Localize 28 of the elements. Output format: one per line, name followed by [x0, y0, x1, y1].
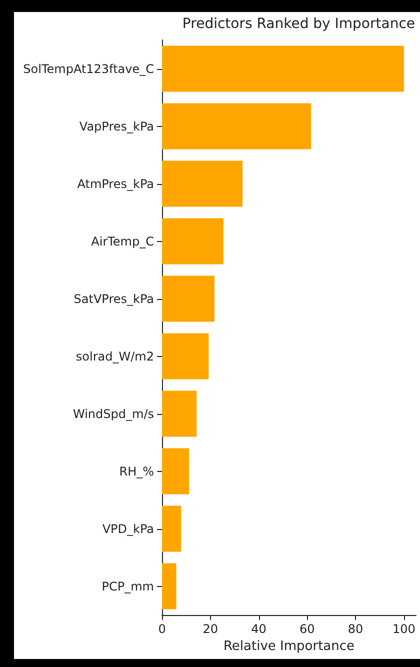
bar: [162, 390, 197, 437]
y-tick-label: AirTemp_C: [91, 234, 154, 248]
y-tick-label: PCP_mm: [102, 579, 154, 594]
y-tick-label: RH_%: [119, 464, 154, 478]
x-tick-label: 0: [158, 622, 166, 636]
x-tick-label: 20: [202, 622, 218, 636]
x-axis-title: Relative Importance: [223, 638, 355, 654]
x-tick-label: 40: [251, 622, 266, 636]
y-tick-label: solrad_W/m2: [76, 349, 154, 364]
y-tick-label: SatVPres_kPa: [74, 292, 154, 306]
bar: [162, 448, 190, 494]
y-tick-label: VPD_kPa: [102, 522, 154, 536]
x-tick-label: 60: [300, 622, 315, 636]
bar: [162, 46, 404, 92]
bar: [162, 276, 214, 322]
bar: [162, 103, 312, 150]
bar: [162, 333, 209, 380]
y-tick-label: WindSpd_m/s: [73, 406, 154, 421]
y-tick-label: SolTempAt123ftave_C: [23, 62, 154, 76]
y-tick-label: AtmPres_kPa: [77, 176, 154, 191]
x-tick-label: 80: [348, 622, 364, 636]
bar: [162, 218, 224, 264]
x-tick-label: 100: [392, 622, 416, 636]
chart-title: Predictors Ranked by Importance: [182, 16, 416, 32]
bar: [162, 160, 243, 207]
bar: [162, 506, 182, 552]
bar: [162, 563, 176, 610]
y-tick-label: VapPres_kPa: [79, 119, 154, 134]
